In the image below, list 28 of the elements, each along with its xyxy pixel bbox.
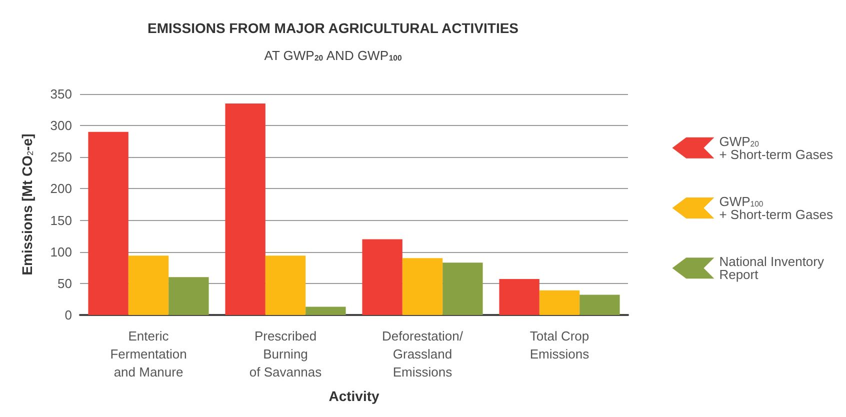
x-tick-label: Enteric Fermentation and Manure (110, 328, 187, 380)
y-tick-label: 250 (50, 150, 72, 165)
bar (402, 258, 443, 315)
y-tick-label: 300 (50, 118, 72, 134)
legend-label: National Inventory Report (719, 254, 824, 282)
bar (580, 294, 620, 315)
y-tick-label: 0 (64, 308, 72, 322)
bar (362, 239, 402, 315)
x-tick-label: Total Crop Emissions (530, 328, 590, 362)
bar (499, 279, 540, 315)
bar (168, 277, 209, 315)
bar (539, 290, 580, 315)
bar (442, 262, 483, 315)
bar (265, 256, 306, 315)
bar (306, 306, 346, 315)
bar (128, 256, 169, 315)
x-tick-label: Prescribed Burning of Savannas (249, 328, 322, 380)
y-tick-label: 350 (50, 86, 72, 102)
x-axis-title: Activity (328, 388, 380, 404)
bar (88, 132, 128, 315)
chart-title: EMISSIONS FROM MAJOR AGRICULTURAL ACTIVITIES (147, 20, 519, 36)
y-tick-label: 200 (50, 181, 72, 196)
bar (225, 103, 266, 315)
y-tick-label: 150 (50, 212, 72, 228)
y-tick-label: 50 (58, 276, 72, 291)
y-tick-label: 100 (50, 244, 72, 260)
x-tick-label: Deforestation/ Grassland Emissions (382, 328, 464, 380)
y-axis-title: Emissions [Mt CO2-e] (19, 134, 35, 276)
